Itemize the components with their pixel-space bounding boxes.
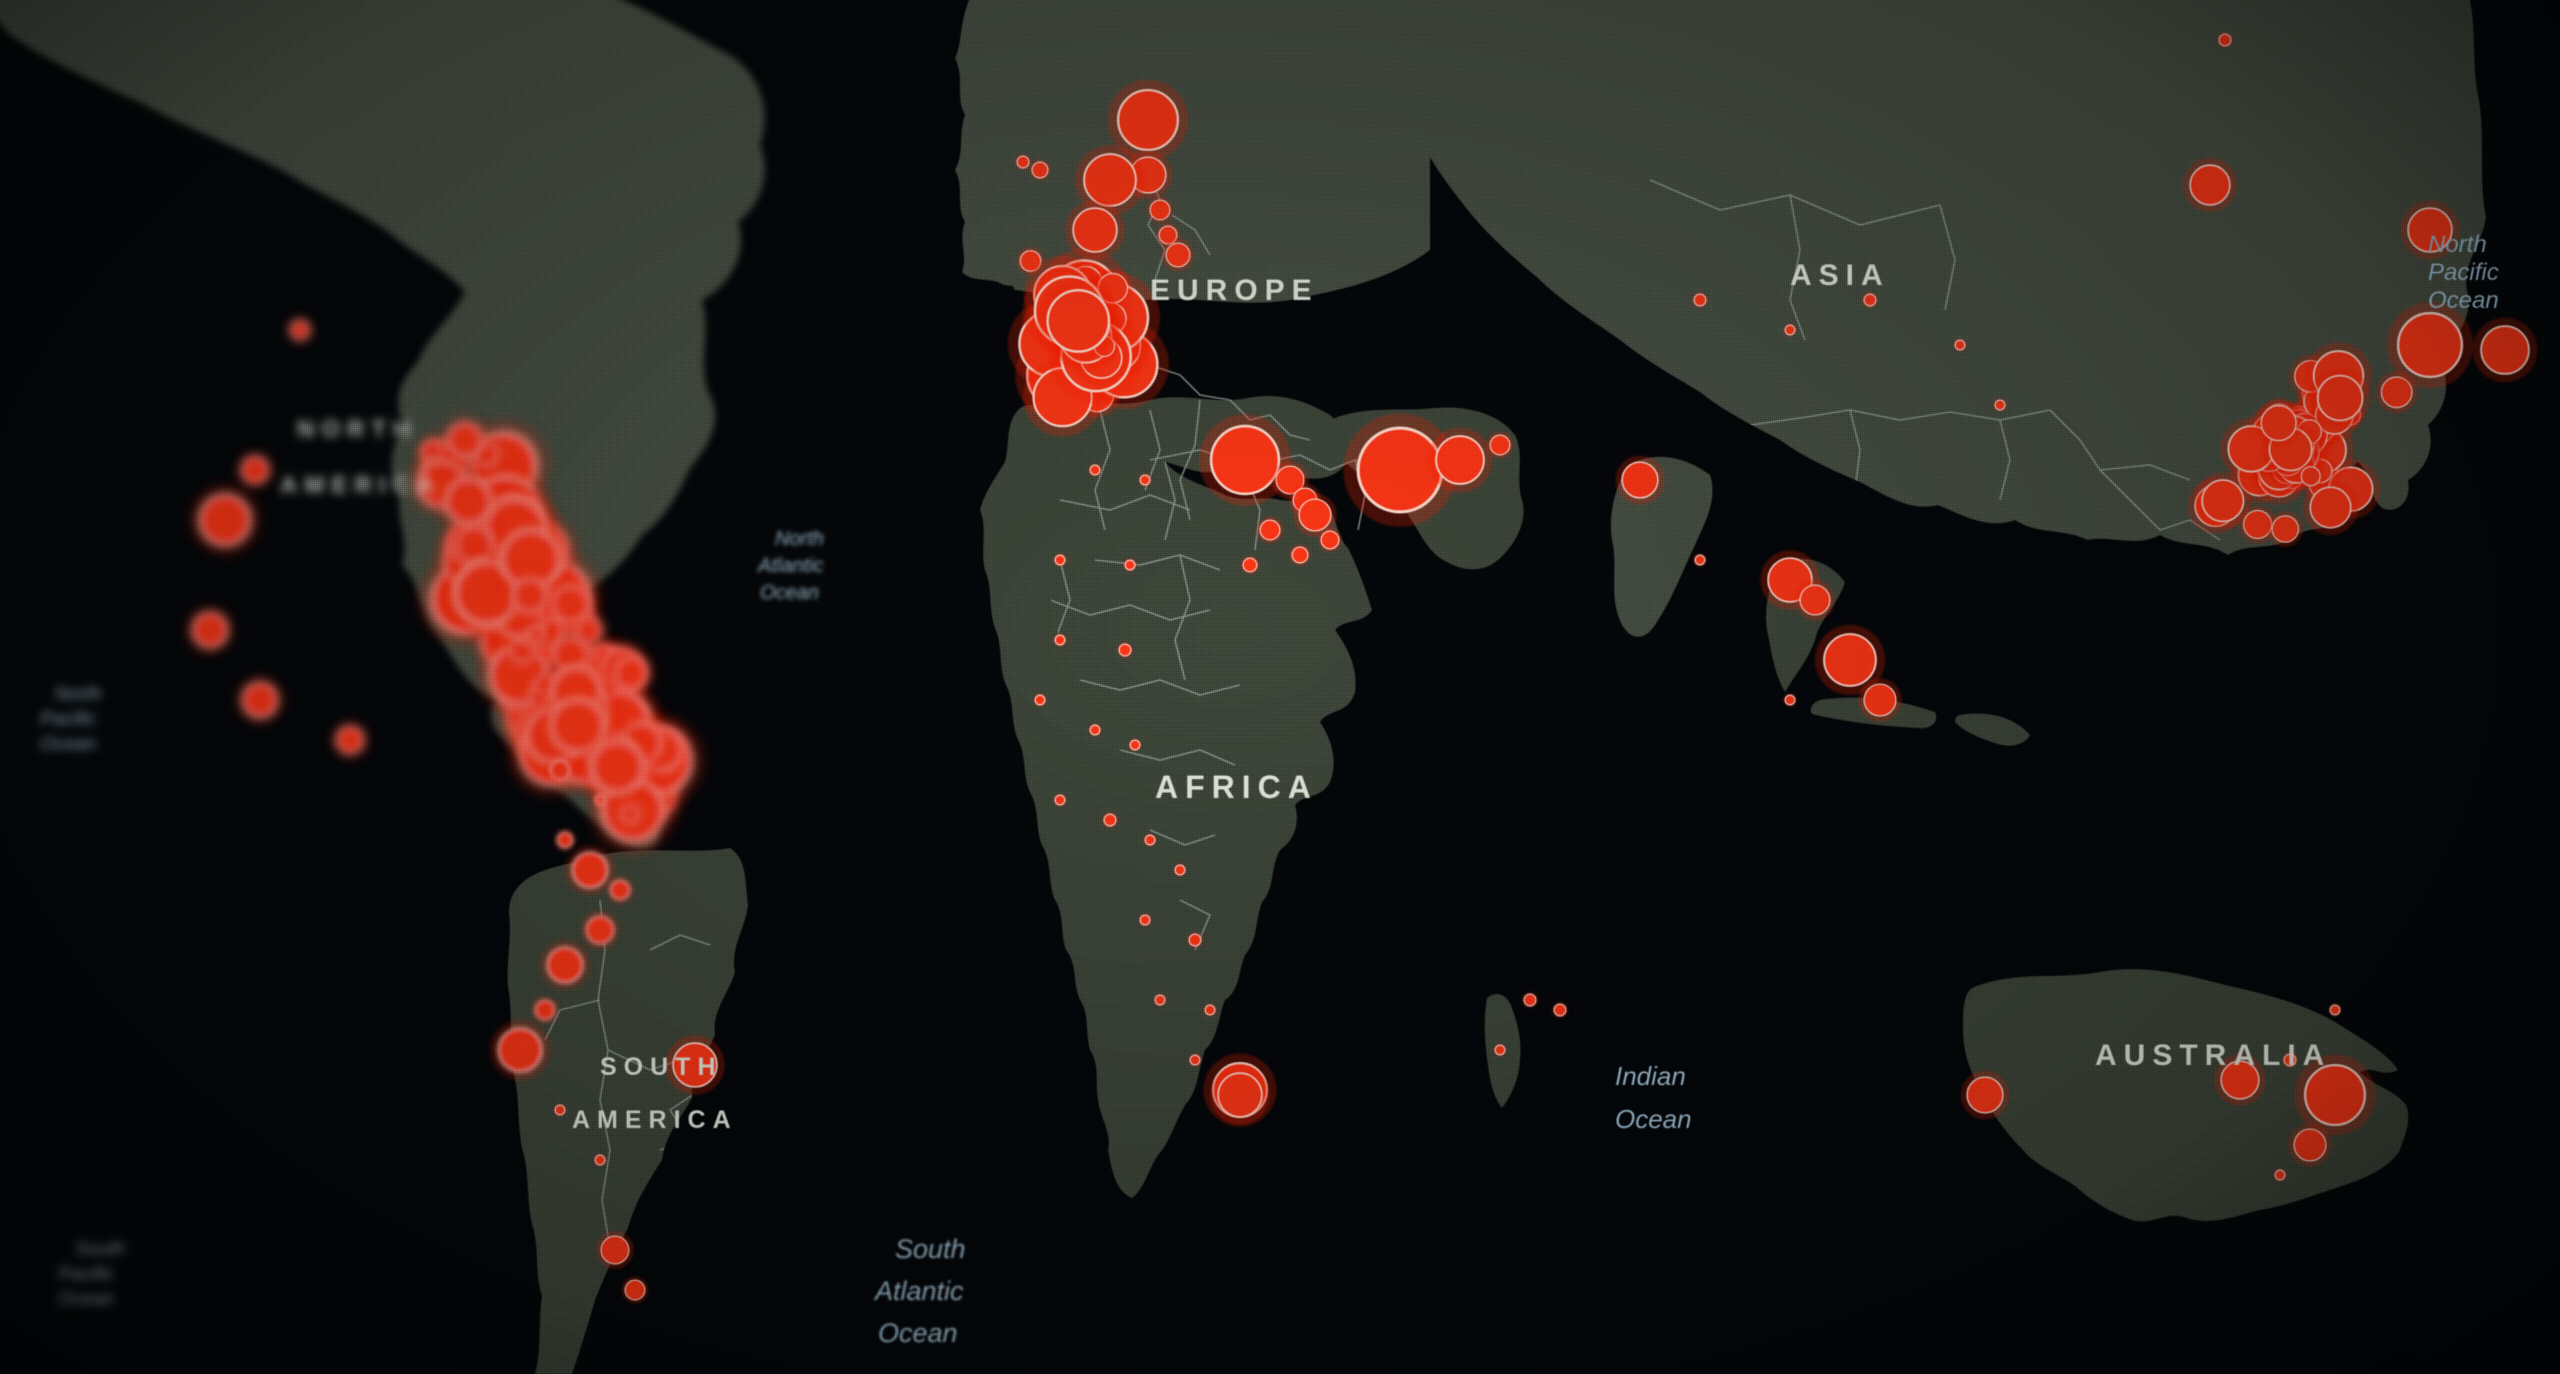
svg-text:Pacific: Pacific xyxy=(58,1264,114,1285)
svg-text:Pacific: Pacific xyxy=(2428,259,2499,286)
svg-text:Ocean: Ocean xyxy=(58,1289,114,1310)
svg-text:AMERICA: AMERICA xyxy=(280,472,441,499)
svg-text:Indian: Indian xyxy=(1615,1061,1686,1091)
svg-text:EUROPE: EUROPE xyxy=(1150,274,1319,307)
svg-text:Ocean: Ocean xyxy=(760,582,819,604)
svg-text:SOUTH: SOUTH xyxy=(600,1053,723,1081)
svg-text:North: North xyxy=(55,684,101,705)
svg-text:AFRICA: AFRICA xyxy=(1155,769,1318,805)
svg-text:South: South xyxy=(75,1239,125,1260)
svg-text:ASIA: ASIA xyxy=(1790,259,1890,292)
svg-text:Pacific: Pacific xyxy=(40,709,96,730)
svg-text:South: South xyxy=(895,1234,966,1264)
svg-text:Ocean: Ocean xyxy=(2428,287,2499,314)
svg-text:AUSTRALIA: AUSTRALIA xyxy=(2095,1039,2331,1072)
svg-text:Atlantic: Atlantic xyxy=(873,1276,964,1306)
svg-text:North: North xyxy=(775,528,824,550)
svg-text:Atlantic: Atlantic xyxy=(757,555,824,577)
svg-text:North: North xyxy=(2428,231,2487,258)
svg-text:Ocean: Ocean xyxy=(1615,1104,1692,1134)
svg-text:AMERICA: AMERICA xyxy=(572,1106,738,1134)
svg-text:NORTH: NORTH xyxy=(297,416,417,443)
svg-text:Ocean: Ocean xyxy=(878,1318,958,1348)
svg-text:Ocean: Ocean xyxy=(40,734,96,755)
